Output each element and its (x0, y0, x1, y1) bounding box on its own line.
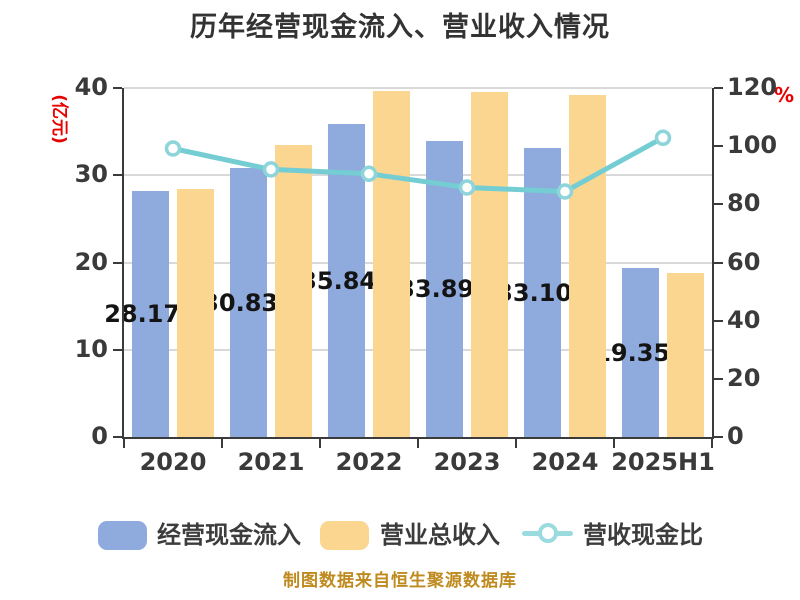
right-axis-tick-label: 100 (727, 131, 778, 160)
gridline (124, 87, 712, 89)
x-axis-tick (221, 439, 223, 448)
cash-inflow-bar (426, 141, 463, 437)
total-revenue-bar (667, 272, 704, 437)
total-revenue-bar (373, 91, 410, 437)
x-axis-tick (515, 439, 517, 448)
left-axis-tick (113, 436, 122, 438)
legend-label-total-revenue: 营业总收入 (380, 521, 500, 549)
data-source-watermark: 制图数据来自恒生聚源数据库 (283, 571, 517, 591)
left-axis-tick-label: 40 (74, 73, 108, 101)
x-axis-category-label: 2025H1 (611, 448, 715, 476)
chart-title: 历年经营现金流入、营业收入情况 (190, 12, 610, 43)
ratio-data-marker (164, 140, 182, 157)
cash-inflow-bar (132, 191, 169, 437)
cash-inflow-bar (328, 124, 365, 437)
x-axis-category-label: 2021 (237, 448, 305, 476)
x-axis-tick (123, 439, 125, 448)
left-axis-line (122, 88, 124, 439)
right-axis-tick-label: 40 (727, 305, 761, 334)
cash-inflow-bar (622, 268, 659, 437)
total-revenue-bar (275, 144, 312, 437)
right-axis-tick-label: 0 (727, 422, 744, 450)
x-axis-category-label: 2023 (433, 448, 501, 476)
x-axis-category-label: 2022 (335, 448, 403, 476)
cash-inflow-bar (524, 148, 561, 437)
left-axis-tick (113, 348, 122, 351)
left-axis-tick-label: 20 (74, 247, 108, 276)
right-axis-tick (714, 377, 723, 380)
right-axis-tick-label: 20 (727, 363, 761, 392)
left-axis-tick (113, 174, 122, 177)
right-axis-tick (714, 203, 723, 206)
x-axis-tick (711, 439, 713, 448)
right-axis-tick (714, 145, 723, 148)
right-axis-tick-label: 60 (727, 247, 761, 276)
x-axis-tick (613, 439, 615, 448)
gridline (124, 174, 712, 177)
x-axis-tick (417, 439, 419, 448)
ratio-line-layer (164, 129, 672, 200)
ratio-data-marker (458, 179, 476, 196)
right-axis-tick-label: 80 (727, 189, 761, 218)
legend-swatch-cash-inflow (98, 521, 147, 550)
left-axis-tick (113, 87, 122, 89)
legend-label-ratio: 营收现金比 (583, 521, 703, 549)
left-axis-tick-label: 0 (91, 422, 108, 450)
x-axis-tick (319, 439, 321, 448)
right-axis-line (712, 88, 714, 439)
right-axis-tick (714, 436, 723, 438)
right-axis-tick (714, 87, 723, 89)
ratio-data-marker (262, 161, 280, 178)
total-revenue-bar (471, 92, 508, 437)
right-axis-tick (714, 319, 723, 322)
right-axis-unit-label: % (774, 83, 795, 107)
left-axis-tick (113, 261, 122, 264)
total-revenue-bar (177, 189, 214, 437)
total-revenue-bar (569, 94, 606, 437)
right-axis-tick (714, 261, 723, 264)
legend-label-cash-inflow: 经营现金流入 (157, 521, 301, 549)
gridline (124, 348, 712, 351)
left-axis-tick-label: 10 (74, 334, 108, 363)
x-axis-category-label: 2020 (139, 448, 207, 476)
ratio-data-marker (654, 129, 672, 146)
left-axis-tick-label: 30 (74, 160, 108, 189)
x-axis-category-label: 2024 (531, 448, 599, 476)
ratio-data-marker (360, 165, 378, 183)
ratio-data-marker (556, 183, 574, 200)
plot-area: 28.171 30.837 35.842 33.899 33.107 19.352 (104, 87, 712, 437)
cash-inflow-bar (230, 168, 267, 437)
legend-line-ratio (522, 531, 573, 536)
gridline (124, 261, 712, 264)
right-axis-tick-label: 120 (727, 73, 778, 101)
legend-marker-ratio (538, 523, 558, 543)
ratio-trend-line (170, 135, 666, 195)
x-axis-line (122, 437, 714, 439)
legend-swatch-total-revenue (320, 521, 369, 550)
